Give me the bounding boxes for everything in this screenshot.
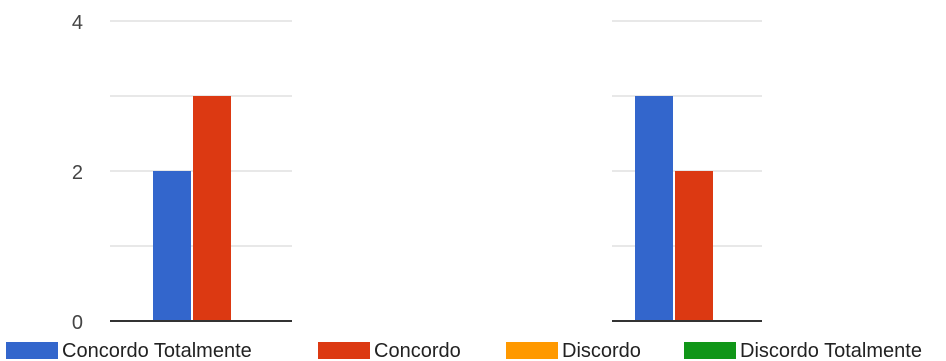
- legend: Concordo Totalmente Concordo Discordo Disco…: [6, 340, 922, 361]
- y-axis-ticks: 0 2 4: [72, 12, 83, 334]
- bars: [153, 96, 713, 321]
- legend-label-discordo: Discordo: [562, 340, 641, 361]
- bar-panel-1-concordo-totalmente: [153, 171, 191, 321]
- bar-panel-2-concordo-totalmente: [635, 96, 673, 321]
- legend-label-discordo-totalmente: Discordo Totalmente: [740, 340, 922, 361]
- legend-swatch-discordo: [506, 342, 558, 359]
- legend-label-concordo-totalmente: Concordo Totalmente: [62, 340, 252, 361]
- legend-swatch-concordo-totalmente: [6, 342, 58, 359]
- y-tick-label: 4: [72, 12, 83, 34]
- legend-swatch-discordo-totalmente: [684, 342, 736, 359]
- bar-panel-2-concordo: [675, 171, 713, 321]
- y-tick-label: 0: [72, 312, 83, 334]
- legend-swatch-concordo: [318, 342, 370, 359]
- bar-panel-1-concordo: [193, 96, 231, 321]
- y-tick-label: 2: [72, 162, 83, 184]
- legend-label-concordo: Concordo: [374, 340, 461, 361]
